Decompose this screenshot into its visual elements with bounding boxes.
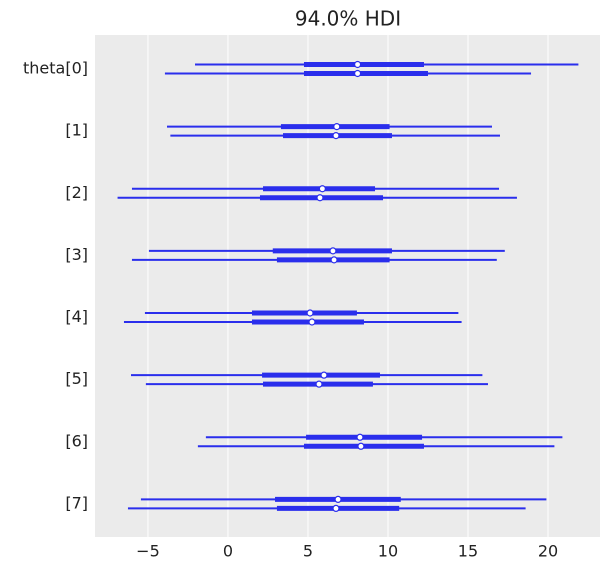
y-tick-label: [2]: [65, 183, 88, 202]
x-tick-label: 5: [303, 542, 313, 561]
y-tick-label: [7]: [65, 493, 88, 512]
median-point: [333, 123, 341, 131]
median-point: [332, 504, 340, 513]
x-tick-label: 20: [538, 542, 558, 561]
median-point: [308, 318, 316, 326]
y-tick-label: [6]: [65, 431, 88, 450]
y-tick-label: [5]: [65, 369, 88, 388]
x-tick-label: 10: [378, 542, 398, 561]
median-point: [332, 132, 340, 140]
x-tick-label: −5: [136, 542, 160, 561]
median-point: [329, 247, 337, 255]
median-point: [353, 69, 362, 78]
median-point: [334, 495, 342, 504]
plot-area: [95, 35, 600, 537]
median-point: [356, 433, 364, 441]
median-point: [330, 256, 338, 264]
y-tick-label: [3]: [65, 245, 88, 264]
median-point: [318, 185, 326, 193]
x-tick-label: 15: [458, 542, 478, 561]
median-point: [357, 442, 365, 450]
median-point: [353, 60, 362, 69]
median-point: [320, 371, 328, 379]
median-point: [306, 309, 314, 317]
median-point: [316, 194, 324, 202]
y-tick-label: [4]: [65, 307, 88, 326]
y-tick-label: [1]: [65, 121, 88, 140]
x-tick-label: 0: [223, 542, 233, 561]
chart-title: 94.0% HDI: [295, 7, 401, 31]
median-point: [315, 380, 323, 388]
y-tick-label: theta[0]: [23, 59, 88, 78]
